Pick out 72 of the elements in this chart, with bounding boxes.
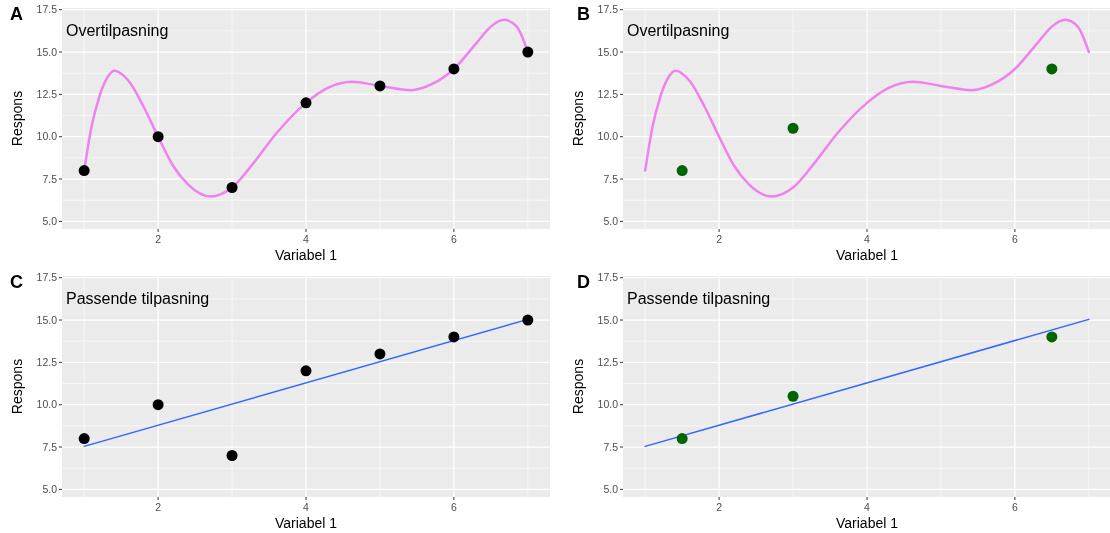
y-tick-label: 5.0	[603, 215, 619, 228]
x-tick-label: 2	[716, 501, 723, 513]
x-tick-label: 2	[155, 233, 162, 245]
y-tick-label: 15.0	[597, 313, 619, 326]
x-axis-title: Variabel 1	[835, 247, 899, 263]
y-tick-label: 17.5	[36, 3, 58, 16]
text: Passende tilpasning	[66, 290, 210, 307]
y-tick-label: 10.0	[597, 398, 619, 411]
y-axis-title: Respons	[570, 90, 586, 147]
x-tick-label: 2	[716, 233, 723, 245]
point	[374, 80, 386, 92]
y-tick-label: 15.0	[597, 45, 619, 58]
text: A	[10, 4, 23, 24]
point	[448, 331, 460, 343]
point	[78, 165, 90, 177]
x-tick-label: 6	[450, 233, 457, 245]
point	[787, 390, 799, 402]
y-tick-label: 7.5	[42, 440, 58, 453]
x-tick-label: 4	[864, 501, 871, 513]
text: D	[577, 272, 590, 292]
y-tick-label: 10.0	[597, 130, 619, 143]
point	[152, 131, 164, 143]
y-tick-label: 12.5	[36, 356, 58, 369]
y-axis-title: Respons	[570, 358, 586, 415]
text: Overtilpasning	[66, 22, 169, 39]
x-tick-label: 6	[1011, 233, 1018, 245]
point	[300, 365, 312, 377]
y-tick-label: 7.5	[42, 172, 58, 185]
text: Passende tilpasning	[627, 290, 771, 307]
y-tick-label: 17.5	[36, 271, 58, 284]
x-tick-label: 4	[303, 501, 310, 513]
point	[152, 399, 164, 411]
point	[1046, 63, 1058, 75]
y-axis-title: Respons	[9, 358, 25, 415]
y-tick-label: 12.5	[597, 356, 619, 369]
y-tick-label: 15.0	[36, 313, 58, 326]
y-tick-label: 7.5	[603, 172, 619, 185]
point	[374, 348, 386, 360]
point	[676, 165, 688, 177]
text: Overtilpasning	[627, 22, 730, 39]
y-tick-label: 10.0	[36, 398, 58, 411]
point	[787, 122, 799, 134]
y-tick-label: 10.0	[36, 130, 58, 143]
y-tick-label: 17.5	[597, 3, 619, 16]
y-tick-label: 15.0	[36, 45, 58, 58]
point	[300, 97, 312, 109]
x-tick-label: 4	[864, 233, 871, 245]
x-tick-label: 6	[1011, 501, 1018, 513]
point	[448, 63, 460, 75]
x-axis-title: Variabel 1	[274, 247, 338, 263]
x-tick-label: 4	[303, 233, 310, 245]
point	[78, 433, 90, 445]
x-axis-title: Variabel 1	[835, 515, 899, 531]
point	[522, 46, 534, 58]
y-tick-label: 7.5	[603, 440, 619, 453]
y-tick-label: 5.0	[603, 483, 619, 496]
y-tick-label: 5.0	[42, 483, 58, 496]
point	[1046, 331, 1058, 343]
x-axis-title: Variabel 1	[274, 515, 338, 531]
point	[522, 314, 534, 326]
point	[676, 433, 688, 445]
point	[226, 450, 238, 462]
y-axis-title: Respons	[9, 90, 25, 147]
text: C	[10, 272, 23, 292]
y-tick-label: 12.5	[36, 88, 58, 101]
x-tick-label: 6	[450, 501, 457, 513]
x-tick-label: 2	[155, 501, 162, 513]
point	[226, 182, 238, 194]
text: B	[577, 4, 590, 24]
y-tick-label: 5.0	[42, 215, 58, 228]
y-tick-label: 17.5	[597, 271, 619, 284]
y-tick-label: 12.5	[597, 88, 619, 101]
